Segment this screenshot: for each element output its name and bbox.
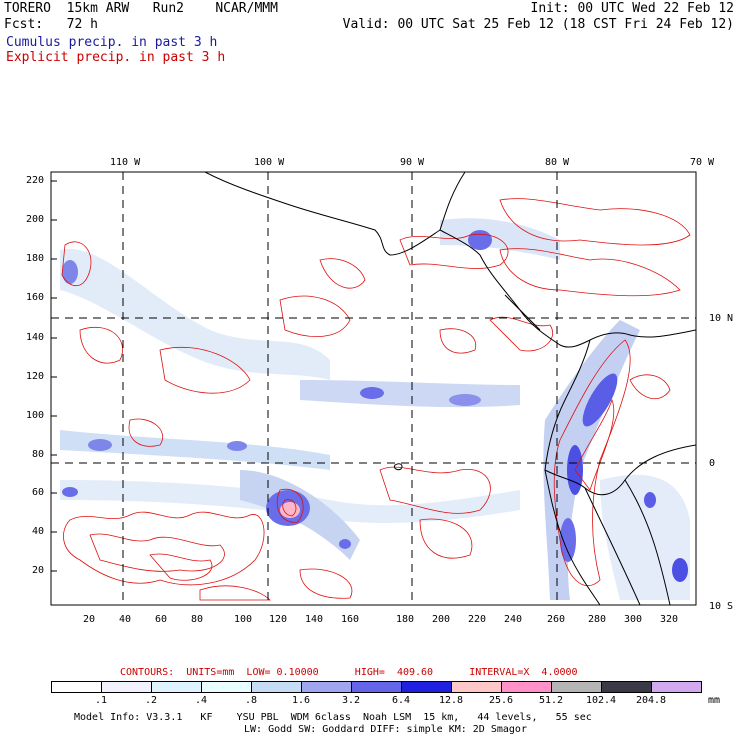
x-tick-100: 100 — [234, 614, 253, 625]
y-tick-120: 120 — [26, 371, 45, 382]
cumulus-legend: Cumulus precip. in past 3 h — [6, 35, 218, 50]
y-tick-60: 60 — [32, 487, 45, 498]
colorbar-cell — [101, 681, 152, 693]
colorbar-label: 102.4 — [585, 695, 617, 706]
lon-label-80w: 80 W — [545, 157, 570, 168]
colorbar-label: 51.2 — [538, 695, 564, 706]
colorbar-label: 204.8 — [635, 695, 667, 706]
forecast-hour: Fcst: 72 h — [4, 17, 98, 32]
x-tick-300: 300 — [624, 614, 643, 625]
y-tick-140: 140 — [26, 332, 45, 343]
colorbar-label: .4 — [194, 695, 208, 706]
lon-label-70w: 70 W — [690, 157, 715, 168]
x-tick-140: 140 — [305, 614, 324, 625]
explicit-legend: Explicit precip. in past 3 h — [6, 50, 226, 65]
y-tick-40: 40 — [32, 526, 45, 537]
colorbar-cell — [501, 681, 552, 693]
y-tick-180: 180 — [26, 253, 45, 264]
valid-time: Valid: 00 UTC Sat 25 Feb 12 (18 CST Fri … — [342, 17, 734, 32]
lon-label-90w: 90 W — [400, 157, 425, 168]
y-tick-220: 220 — [26, 175, 45, 186]
colorbar-label: 25.6 — [488, 695, 514, 706]
colorbar-cell — [351, 681, 402, 693]
x-tick-260: 260 — [547, 614, 566, 625]
x-tick-280: 280 — [588, 614, 607, 625]
colorbar-label: 3.2 — [341, 695, 361, 706]
colorbar-label: 12.8 — [438, 695, 464, 706]
x-tick-220: 220 — [468, 614, 487, 625]
model-info: Model Info: V3.3.1 KF YSU PBL WDM 6class… — [74, 712, 592, 723]
left-ticks — [51, 180, 57, 572]
colorbar-cell — [301, 681, 352, 693]
x-tick-120: 120 — [269, 614, 288, 625]
precip-field — [51, 172, 696, 605]
colorbar-label: .1 — [94, 695, 108, 706]
colorbar-unit: mm — [708, 695, 721, 706]
colorbar-label: 6.4 — [391, 695, 411, 706]
colorbar-cell — [551, 681, 602, 693]
colorbar-cell — [51, 681, 102, 693]
map-frame — [50, 171, 697, 606]
lat-label-10n: 10 N — [709, 313, 734, 324]
lat-label-10s: 10 S — [709, 601, 734, 612]
init-time: Init: 00 UTC Wed 22 Feb 12 — [530, 1, 735, 16]
colorbar-cell — [451, 681, 502, 693]
contour-info: CONTOURS: UNITS=mm LOW= 0.10000 HIGH= 40… — [120, 667, 578, 678]
x-tick-40: 40 — [119, 614, 132, 625]
colorbar-cell — [151, 681, 202, 693]
colorbar-cell — [651, 681, 702, 693]
x-tick-200: 200 — [432, 614, 451, 625]
colorbar-cell — [401, 681, 452, 693]
x-tick-240: 240 — [504, 614, 523, 625]
model-title: TORERO 15km ARW Run2 NCAR/MMM — [4, 1, 278, 16]
y-tick-200: 200 — [26, 214, 45, 225]
y-tick-100: 100 — [26, 410, 45, 421]
y-tick-160: 160 — [26, 292, 45, 303]
x-tick-60: 60 — [155, 614, 168, 625]
colorbar-cell — [201, 681, 252, 693]
x-tick-80: 80 — [191, 614, 204, 625]
physics-info: LW: Godd SW: Goddard DIFF: simple KM: 2D… — [244, 724, 527, 735]
y-tick-20: 20 — [32, 565, 45, 576]
y-tick-80: 80 — [32, 449, 45, 460]
lon-label-100w: 100 W — [254, 157, 285, 168]
x-tick-320: 320 — [660, 614, 679, 625]
x-tick-160: 160 — [341, 614, 360, 625]
colorbar-label: 1.6 — [291, 695, 311, 706]
colorbar-label: .8 — [244, 695, 258, 706]
x-tick-20: 20 — [83, 614, 96, 625]
colorbar-label: .2 — [144, 695, 158, 706]
lat-label-0: 0 — [709, 458, 716, 469]
x-tick-180: 180 — [396, 614, 415, 625]
colorbar-cell — [601, 681, 652, 693]
colorbar-cell — [251, 681, 302, 693]
lon-label-110w: 110 W — [110, 157, 141, 168]
